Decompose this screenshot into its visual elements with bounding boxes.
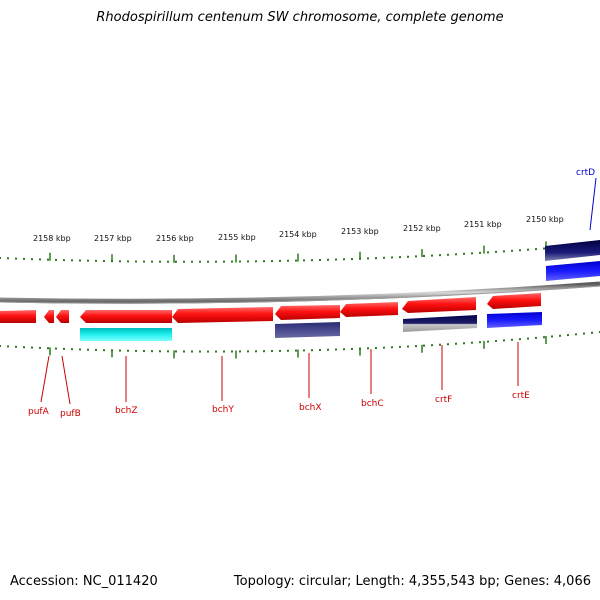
scale-label: 2153 kbp xyxy=(341,227,379,236)
gene-arrow-track xyxy=(0,293,541,323)
scale-label: 2155 kbp xyxy=(218,233,256,242)
gene-label-crtd[interactable]: crtD xyxy=(576,168,595,178)
gene-arrow-pufb[interactable] xyxy=(56,310,69,323)
scale-ruler-upper xyxy=(0,241,600,263)
gene-label-pufa[interactable]: pufA xyxy=(28,407,50,417)
genome-summary-text: Topology: circular; Length: 4,355,543 bp… xyxy=(233,574,591,589)
scale-label: 2157 kbp xyxy=(94,234,132,243)
gene-arrow-pufa[interactable] xyxy=(44,310,54,323)
chromosome-backbone xyxy=(0,281,600,304)
gene-arrow-bchy[interactable] xyxy=(172,307,273,323)
gene-arrow-bchc[interactable] xyxy=(340,302,398,317)
gene-arrow-bchz[interactable] xyxy=(80,310,172,323)
scale-label: 2156 kbp xyxy=(156,234,194,243)
scale-label: 2150 kbp xyxy=(526,215,564,224)
feature-bar-cyan[interactable] xyxy=(80,328,172,341)
map-title: Rhodospirillum centenum SW chromosome, c… xyxy=(96,10,504,25)
scale-label: 2152 kbp xyxy=(403,224,441,233)
gene-arrow-crtf[interactable] xyxy=(402,297,476,313)
feature-bar-blue-lower[interactable] xyxy=(487,312,542,328)
gene-arrow-crte[interactable] xyxy=(487,293,541,309)
feature-bar-navy[interactable] xyxy=(545,240,600,261)
feature-bar-navy-grey[interactable] xyxy=(403,315,477,332)
gene-label-crte[interactable]: crtE xyxy=(512,391,530,401)
gene-label-leaders xyxy=(40,177,597,405)
gene-label-crtf[interactable]: crtF xyxy=(435,395,452,405)
scale-label: 2158 kbp xyxy=(33,234,71,243)
feature-bar-slate[interactable] xyxy=(275,322,340,338)
gene-label-pufb[interactable]: pufB xyxy=(60,409,81,419)
feature-bar-blue-upper[interactable] xyxy=(546,261,600,281)
gene-label-bchz[interactable]: bchZ xyxy=(115,406,138,416)
scale-ruler-lower xyxy=(0,331,600,359)
scale-label: 2151 kbp xyxy=(464,220,502,229)
gene-label-bchc[interactable]: bchC xyxy=(361,399,384,409)
gene-arrow-bchx[interactable] xyxy=(275,305,340,320)
scale-label: 2154 kbp xyxy=(279,230,317,239)
accession-text: Accession: NC_011420 xyxy=(10,574,158,589)
gene-arrow[interactable] xyxy=(0,310,36,323)
gene-label-bchx[interactable]: bchX xyxy=(299,403,322,413)
gene-label-bchy[interactable]: bchY xyxy=(212,405,234,415)
